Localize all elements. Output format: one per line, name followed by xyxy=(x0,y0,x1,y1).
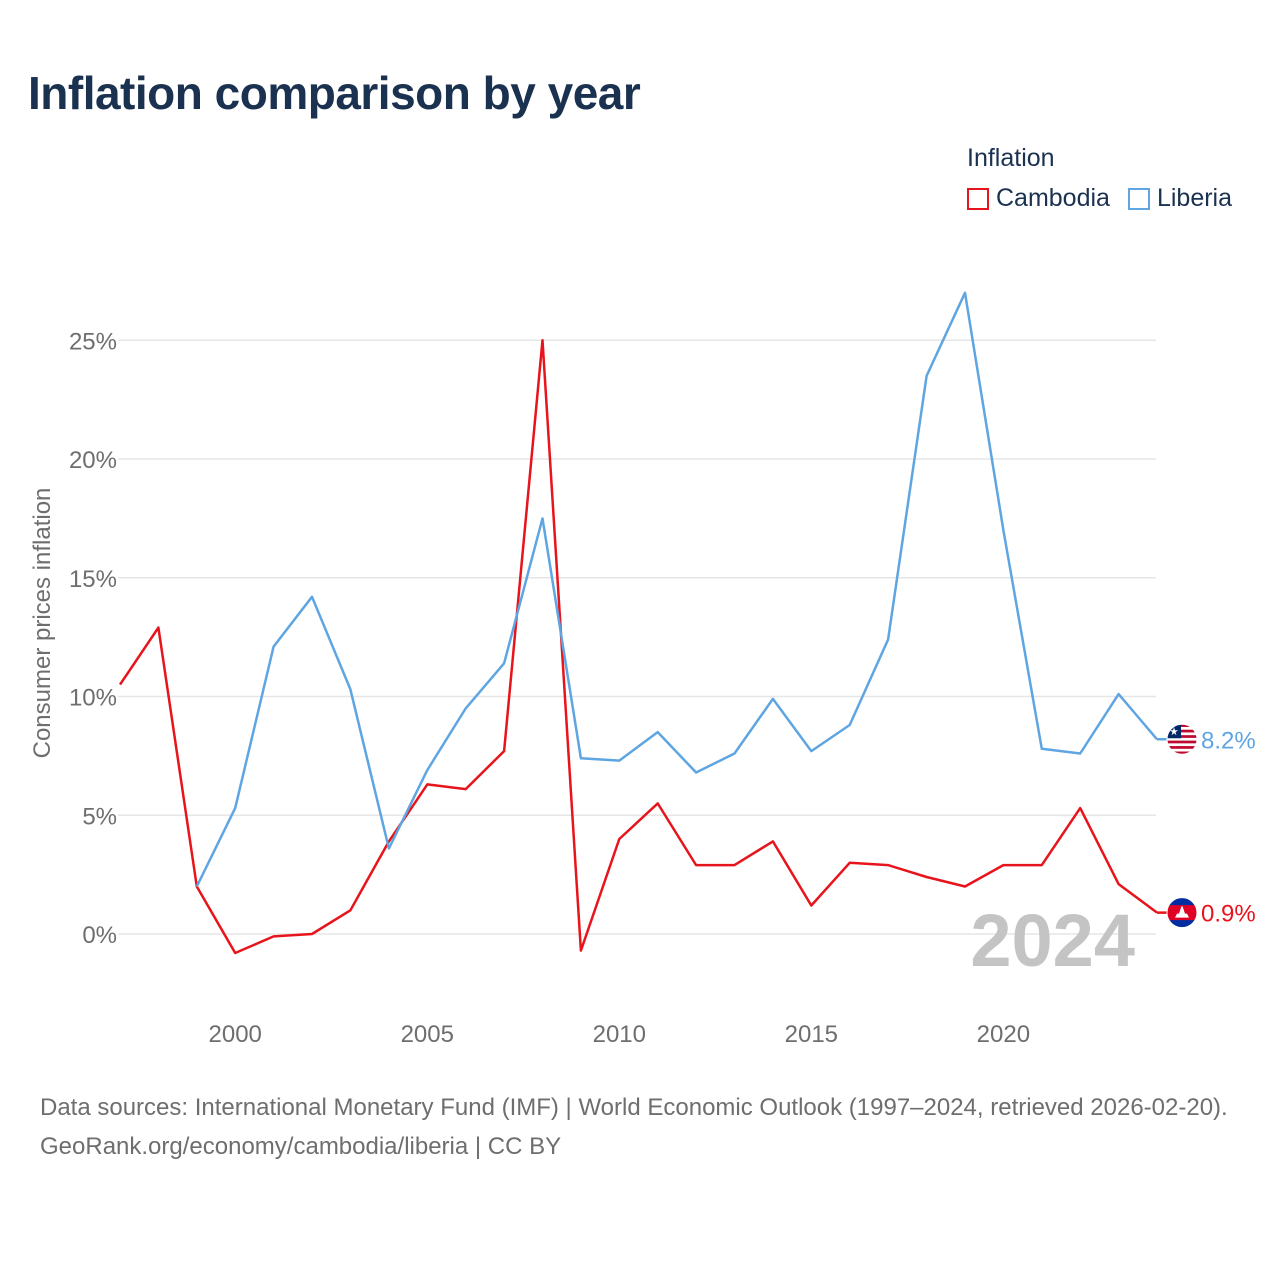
legend-swatch-liberia xyxy=(1127,187,1150,210)
star-icon xyxy=(1170,727,1178,736)
series-line-liberia[interactable] xyxy=(195,291,1158,888)
legend-swatch-cambodia xyxy=(967,187,989,210)
temple-icon xyxy=(1175,905,1189,918)
y-axis: 0% 5% 10% 15% 20% 25% xyxy=(69,328,117,949)
x-tick-label: 2015 xyxy=(785,1021,838,1048)
grid xyxy=(118,339,1156,935)
liberia-flag-icon xyxy=(1166,723,1198,755)
y-tick-label: 20% xyxy=(69,447,117,474)
end-label-liberia: 8.2% xyxy=(1201,727,1256,754)
data-sources: Data sources: International Monetary Fun… xyxy=(40,1094,1228,1121)
x-tick-label: 2020 xyxy=(977,1021,1030,1048)
legend-label-liberia: Liberia xyxy=(1156,184,1233,212)
flag-stripe xyxy=(1167,746,1197,749)
y-tick-label: 25% xyxy=(69,328,117,355)
flag-ring xyxy=(1166,723,1198,755)
legend-label-cambodia: Cambodia xyxy=(996,184,1110,212)
chart-title: Inflation comparison by year xyxy=(28,67,641,119)
legend-item-liberia[interactable]: Liberia xyxy=(1127,184,1233,213)
y-tick-label: 15% xyxy=(69,566,117,593)
flag-stripe xyxy=(1167,740,1197,744)
y-tick-label: 5% xyxy=(82,803,117,830)
y-axis-label: Consumer prices inflation xyxy=(29,488,56,759)
flag-stripe xyxy=(1167,729,1197,733)
x-axis: 2000 2005 2010 2015 2020 xyxy=(209,1021,1031,1048)
flag-stripe xyxy=(1167,751,1197,755)
liberia-flag-stripes xyxy=(1167,724,1197,755)
credit-link[interactable]: GeoRank.org/economy/cambodia/liberia | C… xyxy=(40,1133,562,1160)
y-tick-label: 0% xyxy=(82,922,117,949)
end-markers: 0.9% 8.2% xyxy=(1157,723,1256,929)
x-tick-label: 2010 xyxy=(593,1021,646,1048)
footer: Data sources: International Monetary Fun… xyxy=(40,1088,1250,1166)
cambodia-flag-icon xyxy=(1166,897,1198,929)
y-tick-label: 10% xyxy=(69,685,117,712)
end-label-cambodia: 0.9% xyxy=(1201,901,1256,928)
series-line-cambodia[interactable] xyxy=(118,339,1158,955)
legend-item-cambodia[interactable]: Cambodia xyxy=(967,184,1110,213)
flag-stripe xyxy=(1167,724,1197,727)
x-tick-label: 2000 xyxy=(209,1021,262,1048)
x-tick-label: 2005 xyxy=(401,1021,454,1048)
legend-title: Inflation xyxy=(967,144,1055,172)
flag-ring xyxy=(1166,897,1198,929)
series-group xyxy=(118,291,1158,955)
cambodia-flag-bands xyxy=(1167,897,1197,928)
flag-stripe xyxy=(1167,735,1197,738)
year-watermark: 2024 xyxy=(970,899,1135,982)
legend: Cambodia Liberia xyxy=(967,184,1250,213)
